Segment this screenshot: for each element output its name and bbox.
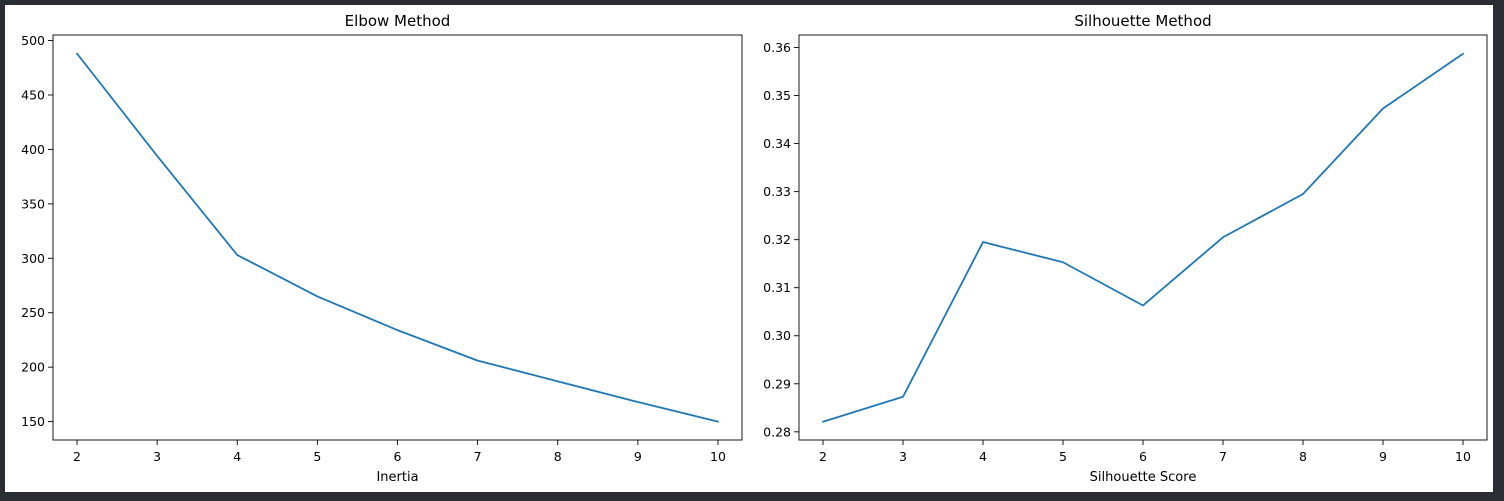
- data-point: [1062, 261, 1064, 263]
- y-tick-label: 200: [21, 360, 45, 375]
- x-tick-label: 3: [899, 449, 907, 464]
- y-tick-label: 400: [21, 142, 45, 157]
- data-point: [982, 241, 984, 243]
- x-tick-label: 8: [554, 449, 562, 464]
- chart-title: Silhouette Method: [1074, 12, 1211, 30]
- data-point: [557, 380, 559, 382]
- data-point: [1302, 193, 1304, 195]
- x-tick-label: 9: [634, 449, 642, 464]
- data-point: [637, 401, 639, 403]
- x-tick-label: 7: [1219, 449, 1227, 464]
- data-point: [1382, 107, 1384, 109]
- x-tick-label: 10: [710, 449, 726, 464]
- data-point: [236, 254, 238, 256]
- y-tick-label: 0.35: [763, 88, 791, 103]
- y-tick-label: 150: [21, 414, 45, 429]
- chart-panel-1: Elbow Method 2 3 4 5 6 7 8 9 10 150 200 250 300 350 400…: [21, 12, 743, 485]
- data-point: [156, 155, 158, 157]
- series-line: [822, 52, 1464, 423]
- y-tick-label: 250: [21, 305, 45, 320]
- x-tick-label: 4: [233, 449, 241, 464]
- data-point: [396, 329, 398, 331]
- data-point: [1142, 304, 1144, 306]
- series-line: [76, 52, 719, 423]
- x-tick-label: 2: [819, 449, 827, 464]
- y-tick-label: 0.34: [763, 136, 791, 151]
- figure: Elbow Method 2 3 4 5 6 7 8 9 10 150 200 250 300 350 400…: [5, 5, 1493, 492]
- y-tick-label: 0.32: [763, 232, 791, 247]
- y-tick-label: 0.33: [763, 184, 791, 199]
- y-tick-label: 350: [21, 196, 45, 211]
- x-tick-label: 2: [73, 449, 81, 464]
- chart-title: Elbow Method: [345, 12, 451, 30]
- axes-frame: [52, 34, 743, 441]
- x-axis-label: Inertia: [376, 470, 418, 485]
- x-tick-label: 7: [474, 449, 482, 464]
- y-tick-label: 0.31: [763, 280, 791, 295]
- y-tick-label: 0.30: [763, 328, 791, 343]
- x-tick-label: 3: [153, 449, 161, 464]
- data-point: [76, 52, 78, 54]
- y-tick-label: 500: [21, 33, 45, 48]
- axes-frame: [798, 34, 1488, 441]
- data-point: [1222, 236, 1224, 238]
- data-point: [476, 359, 478, 361]
- x-axis-label: Silhouette Score: [1090, 470, 1197, 485]
- x-tick-label: 6: [1139, 449, 1147, 464]
- x-tick-label: 8: [1299, 449, 1307, 464]
- charts-canvas: Elbow Method 2 3 4 5 6 7 8 9 10 150 200 250 300 350 400…: [21, 12, 1488, 485]
- data-point: [822, 421, 824, 423]
- y-tick-label: 0.36: [763, 40, 791, 55]
- x-tick-label: 5: [313, 449, 321, 464]
- chart-panel-2: Silhouette Method 2 3 4 5 6 7 8 9 10 0.28 0.29 0.30 0…: [763, 12, 1488, 485]
- x-tick-label: 4: [979, 449, 987, 464]
- data-point: [902, 396, 904, 398]
- x-tick-label: 6: [394, 449, 402, 464]
- x-tick-label: 5: [1059, 449, 1067, 464]
- data-point: [316, 295, 318, 297]
- y-tick-label: 450: [21, 87, 45, 102]
- y-tick-label: 0.28: [763, 424, 791, 439]
- data-point: [1462, 53, 1464, 55]
- x-tick-label: 9: [1379, 449, 1387, 464]
- x-tick-label: 10: [1455, 449, 1471, 464]
- y-tick-label: 300: [21, 251, 45, 266]
- y-tick-label: 0.29: [763, 376, 791, 391]
- data-point: [717, 420, 719, 422]
